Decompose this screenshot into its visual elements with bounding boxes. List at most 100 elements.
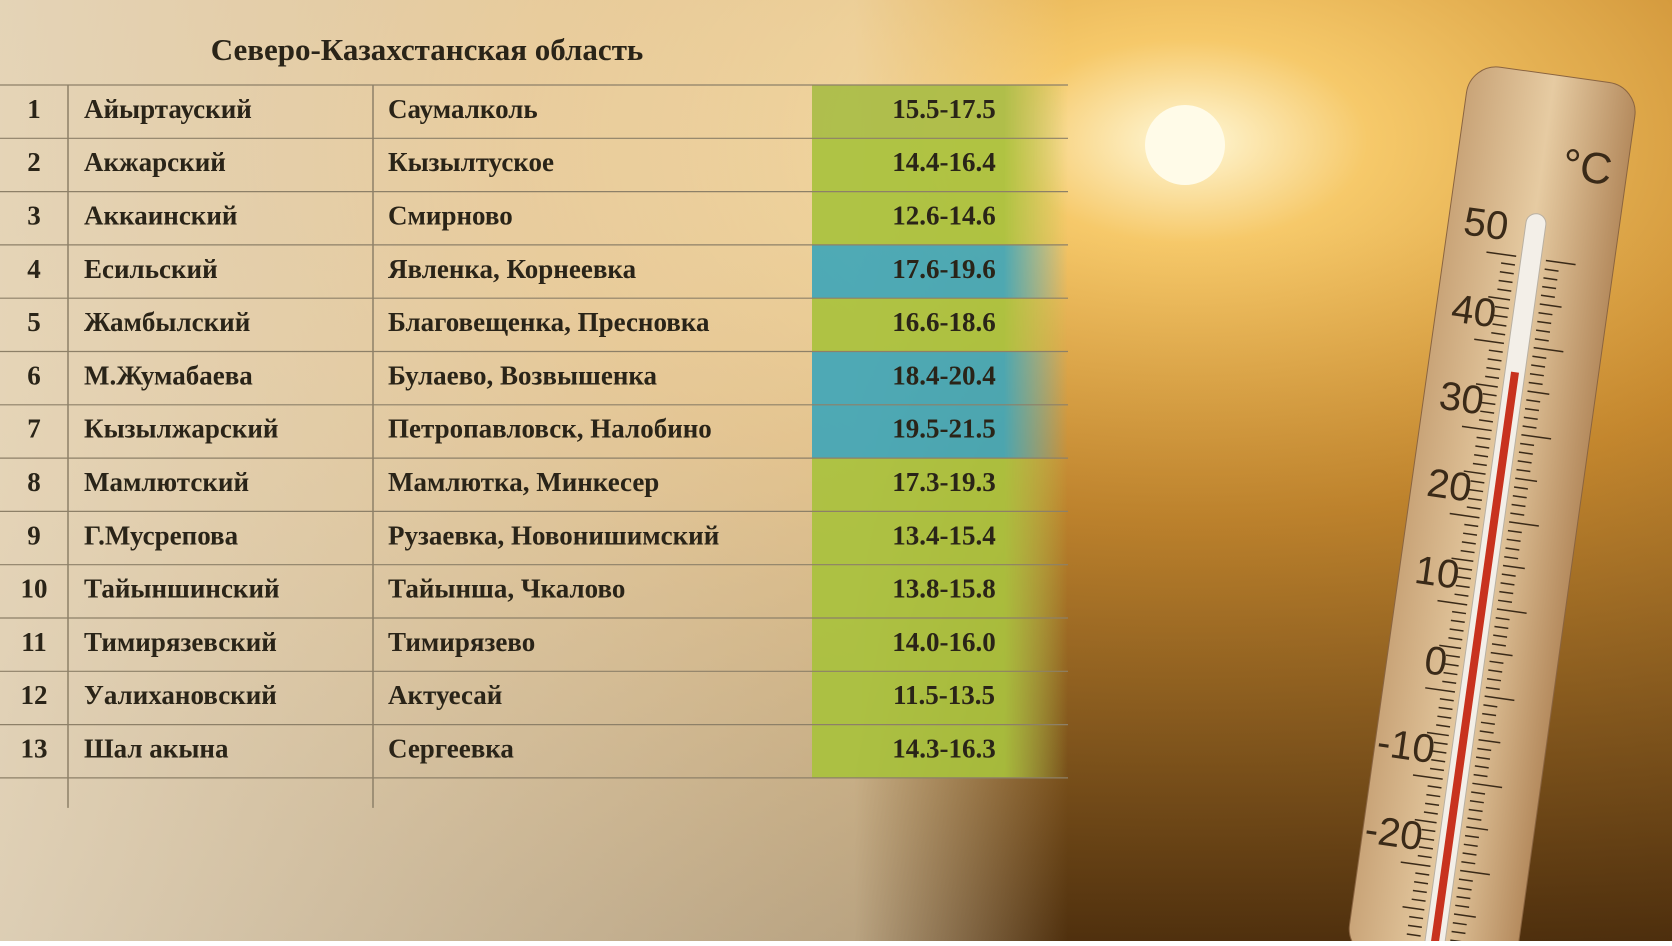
scale-tick — [1463, 470, 1486, 475]
scale-tick — [1494, 305, 1509, 310]
scale-tick — [1506, 538, 1521, 542]
scale-tick — [1517, 460, 1532, 464]
district: Кызылжарский — [84, 414, 278, 444]
scale-tick — [1417, 854, 1432, 859]
settlement: Актуесай — [388, 680, 502, 710]
row-number: 2 — [27, 147, 41, 177]
temperature-range: 13.8-15.8 — [892, 574, 996, 604]
scale-label: 30 — [1436, 374, 1486, 424]
settlement: Благовещенка, Пресновка — [388, 307, 710, 337]
settlement: Рузаевка, Новонишимский — [388, 520, 719, 550]
scale-tick — [1437, 599, 1468, 606]
value-cell — [812, 458, 1068, 512]
scale-tick — [1529, 372, 1544, 377]
scale-tick — [1409, 915, 1424, 920]
scale-tick — [1477, 747, 1492, 752]
scale-tick — [1420, 837, 1435, 841]
scale-tick — [1427, 785, 1442, 789]
scale-tick — [1460, 869, 1490, 876]
scale-tick — [1414, 818, 1437, 824]
scale-tick — [1480, 410, 1495, 414]
scale-tick — [1499, 590, 1514, 595]
scale-tick — [1491, 643, 1506, 647]
scale-tick — [1443, 671, 1458, 676]
scale-tick — [1426, 731, 1449, 737]
settlement: Сергеевка — [388, 733, 514, 763]
settlement: Тимирязево — [388, 627, 535, 657]
scale-tick — [1463, 532, 1478, 536]
scale-tick — [1452, 921, 1467, 926]
scale-tick — [1500, 262, 1516, 266]
scale-tick — [1412, 889, 1427, 894]
scale-tick — [1458, 567, 1473, 571]
row-number: 13 — [21, 733, 48, 763]
scale-tick — [1501, 573, 1516, 577]
scale-tick — [1534, 338, 1549, 342]
scale-tick — [1490, 651, 1513, 657]
value-cell — [812, 298, 1068, 352]
scale-tick — [1480, 721, 1495, 725]
scale-tick — [1449, 628, 1464, 632]
scale-tick — [1439, 644, 1462, 650]
scale-tick — [1512, 494, 1527, 499]
scale-tick — [1454, 593, 1469, 597]
scale-tick — [1479, 730, 1494, 734]
scale-tick — [1535, 329, 1551, 333]
district: Тайыншинский — [84, 574, 280, 604]
scale-label: -20 — [1362, 808, 1425, 860]
scale-tick — [1469, 488, 1484, 493]
scale-tick — [1450, 619, 1465, 624]
scale-tick — [1462, 852, 1477, 856]
scale-tick — [1485, 686, 1500, 691]
settlement: Мамлютка, Минкесер — [388, 467, 659, 497]
district: Аккаинский — [84, 200, 237, 230]
temperature-range: 14.3-16.3 — [892, 733, 996, 763]
scale-tick — [1528, 381, 1543, 386]
temperature-range: 12.6-14.6 — [892, 200, 996, 230]
scale-tick — [1545, 259, 1576, 266]
scale-tick — [1522, 425, 1537, 429]
scale-tick — [1473, 773, 1488, 778]
district: Г.Мусрепова — [84, 520, 239, 550]
scale-tick — [1472, 462, 1487, 467]
scale-tick — [1429, 767, 1445, 772]
sun — [1145, 105, 1225, 185]
scale-tick — [1516, 468, 1531, 473]
scale-tick — [1442, 680, 1457, 685]
temperature-range: 14.4-16.4 — [892, 147, 996, 177]
scale-tick — [1457, 887, 1472, 891]
scale-tick — [1543, 277, 1558, 281]
scale-tick — [1414, 881, 1429, 885]
value-cell — [812, 618, 1068, 672]
scale-tick — [1484, 695, 1515, 702]
unit-label: °C — [1559, 140, 1615, 195]
scale-tick — [1433, 741, 1448, 746]
scale-tick — [1470, 480, 1485, 484]
scale-tick — [1539, 303, 1562, 308]
scale-tick — [1486, 251, 1517, 258]
scale-tick — [1521, 433, 1552, 440]
scale-tick — [1432, 750, 1447, 754]
value-cell — [812, 191, 1068, 245]
value-cell — [812, 724, 1068, 778]
scale-tick — [1448, 637, 1463, 641]
scale-tick — [1482, 712, 1497, 717]
title: Северо-Казахстанская область — [211, 32, 644, 67]
scale-tick — [1468, 808, 1483, 813]
temperature-range: 16.6-18.6 — [892, 307, 996, 337]
scale-tick — [1461, 860, 1476, 865]
scale-tick — [1411, 898, 1426, 902]
row-number: 6 — [27, 360, 41, 390]
value-cell — [812, 244, 1068, 299]
scale-tick — [1491, 332, 1506, 336]
district: Уалихановский — [84, 680, 277, 710]
scale-tick — [1475, 756, 1491, 760]
scale-tick — [1531, 364, 1546, 368]
settlement: Саумалколь — [388, 94, 538, 124]
scale-tick — [1451, 610, 1467, 615]
scale-tick — [1489, 660, 1504, 664]
settlement: Кызылтуское — [388, 147, 554, 177]
scale-tick — [1509, 521, 1539, 527]
